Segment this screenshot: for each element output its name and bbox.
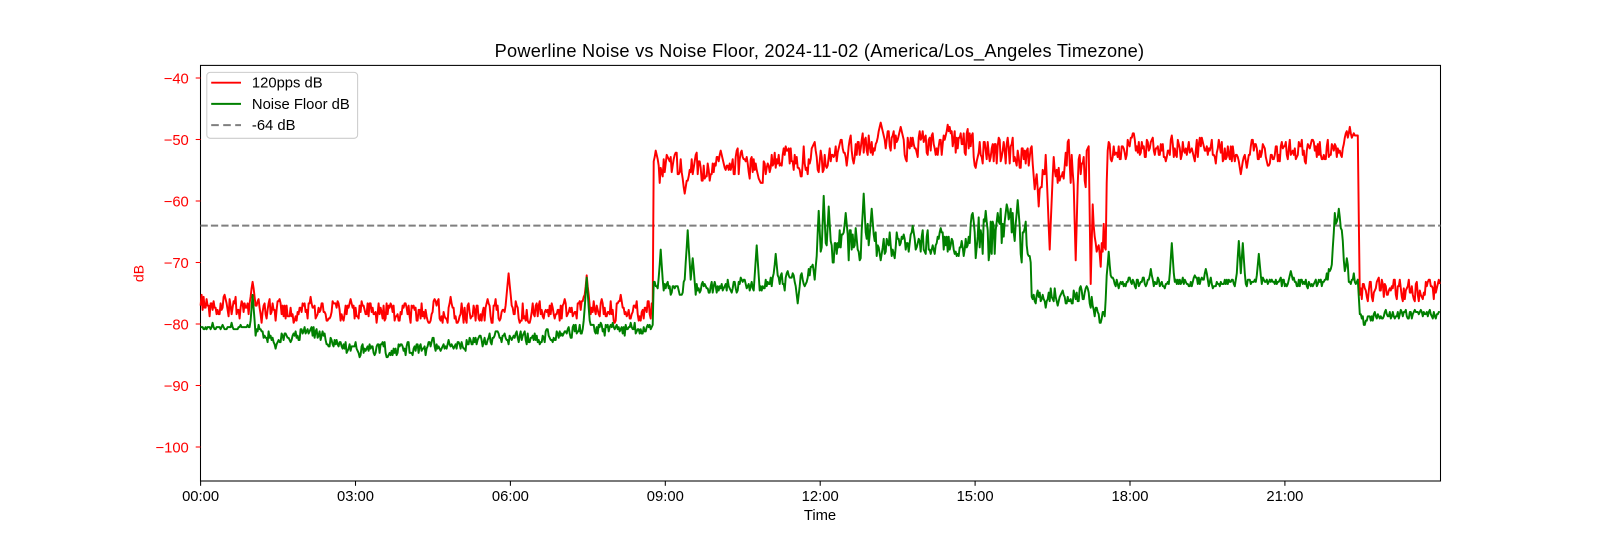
svg-text:00:00: 00:00 [182,489,219,505]
svg-text:120pps dB: 120pps dB [252,76,323,92]
svg-text:15:00: 15:00 [957,489,994,505]
svg-text:06:00: 06:00 [492,489,529,505]
svg-text:−70: −70 [164,256,189,272]
svg-text:18:00: 18:00 [1111,489,1148,505]
svg-text:09:00: 09:00 [647,489,684,505]
svg-text:−80: −80 [164,317,189,333]
svg-text:−50: −50 [164,133,189,149]
svg-text:−60: −60 [164,194,189,210]
svg-text:Time: Time [804,508,836,524]
svg-text:−90: −90 [164,379,189,395]
svg-text:Noise Floor dB: Noise Floor dB [252,97,350,113]
svg-text:-64 dB: -64 dB [252,118,296,134]
svg-text:−100: −100 [155,440,188,456]
svg-text:dB: dB [130,265,146,282]
svg-text:21:00: 21:00 [1266,489,1303,505]
svg-text:−40: −40 [164,71,189,87]
svg-text:Powerline Noise vs Noise Floor: Powerline Noise vs Noise Floor, 2024-11-… [495,41,1145,62]
svg-text:12:00: 12:00 [802,489,839,505]
svg-text:03:00: 03:00 [337,489,374,505]
